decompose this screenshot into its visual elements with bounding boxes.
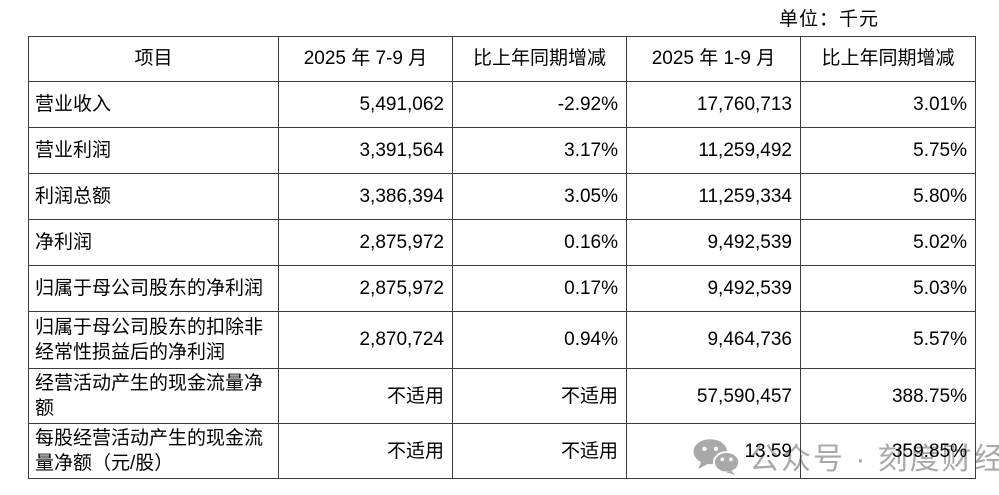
cell-q3-value: 2,870,724 xyxy=(278,311,453,369)
cell-q3-value: 2,875,972 xyxy=(278,219,453,266)
cell-ytd-value: 9,464,736 xyxy=(626,311,801,369)
cell-item: 净利润 xyxy=(28,219,279,266)
cell-q3-change: 3.05% xyxy=(452,173,627,220)
cell-q3-change: 不适用 xyxy=(452,423,627,480)
cell-item: 经营活动产生的现金流量净额 xyxy=(28,367,279,425)
cell-ytd-value: 9,492,539 xyxy=(626,219,801,266)
table-row: 营业收入 5,491,062 -2.92% 17,760,713 3.01% xyxy=(28,81,976,128)
cell-ytd-change: 388.75% xyxy=(800,367,976,425)
header-item: 项目 xyxy=(28,36,279,82)
cell-q3-change: 3.17% xyxy=(452,127,627,174)
cell-ytd-change: 5.57% xyxy=(800,311,976,369)
cell-ytd-change: 5.80% xyxy=(800,173,976,220)
financial-table: 项目 2025 年 7-9 月 比上年同期增减 2025 年 1-9 月 比上年… xyxy=(28,36,976,480)
cell-q3-value: 5,491,062 xyxy=(278,81,453,128)
header-ytd-change: 比上年同期增减 xyxy=(800,36,976,82)
cell-item: 每股经营活动产生的现金流量净额（元/股） xyxy=(28,423,279,480)
table-row: 经营活动产生的现金流量净额 不适用 不适用 57,590,457 388.75% xyxy=(28,367,976,425)
cell-q3-value: 不适用 xyxy=(278,423,453,480)
table-row: 利润总额 3,386,394 3.05% 11,259,334 5.80% xyxy=(28,173,976,220)
cell-ytd-value: 11,259,334 xyxy=(626,173,801,220)
table-row: 归属于母公司股东的净利润 2,875,972 0.17% 9,492,539 5… xyxy=(28,265,976,312)
table-header-row: 项目 2025 年 7-9 月 比上年同期增减 2025 年 1-9 月 比上年… xyxy=(28,36,976,82)
table-row: 每股经营活动产生的现金流量净额（元/股） 不适用 不适用 13.59 359.8… xyxy=(28,423,976,480)
cell-ytd-change: 359.85% xyxy=(800,423,976,480)
header-q3-period: 2025 年 7-9 月 xyxy=(278,36,453,82)
cell-q3-value: 3,391,564 xyxy=(278,127,453,174)
cell-ytd-value: 9,492,539 xyxy=(626,265,801,312)
cell-item: 归属于母公司股东的净利润 xyxy=(28,265,279,312)
cell-ytd-value: 11,259,492 xyxy=(626,127,801,174)
cell-q3-value: 3,386,394 xyxy=(278,173,453,220)
cell-ytd-value: 13.59 xyxy=(626,423,801,480)
cell-ytd-change: 5.02% xyxy=(800,219,976,266)
cell-q3-change: 0.16% xyxy=(452,219,627,266)
table-row: 营业利润 3,391,564 3.17% 11,259,492 5.75% xyxy=(28,127,976,174)
cell-ytd-change: 5.03% xyxy=(800,265,976,312)
cell-ytd-change: 3.01% xyxy=(800,81,976,128)
cell-item: 归属于母公司股东的扣除非经常性损益后的净利润 xyxy=(28,311,279,369)
cell-q3-change: 不适用 xyxy=(452,367,627,425)
cell-item: 利润总额 xyxy=(28,173,279,220)
table-row: 净利润 2,875,972 0.16% 9,492,539 5.02% xyxy=(28,219,976,266)
cell-item: 营业利润 xyxy=(28,127,279,174)
unit-label: 单位：千元 xyxy=(779,9,880,30)
cell-item: 营业收入 xyxy=(28,81,279,128)
cell-q3-value: 不适用 xyxy=(278,367,453,425)
cell-q3-change: 0.94% xyxy=(452,311,627,369)
cell-q3-change: 0.17% xyxy=(452,265,627,312)
table-row: 归属于母公司股东的扣除非经常性损益后的净利润 2,870,724 0.94% 9… xyxy=(28,311,976,369)
header-q3-change: 比上年同期增减 xyxy=(452,36,627,82)
header-ytd-period: 2025 年 1-9 月 xyxy=(626,36,801,82)
cell-ytd-value: 17,760,713 xyxy=(626,81,801,128)
cell-q3-change: -2.92% xyxy=(452,81,627,128)
cell-q3-value: 2,875,972 xyxy=(278,265,453,312)
cell-ytd-value: 57,590,457 xyxy=(626,367,801,425)
cell-ytd-change: 5.75% xyxy=(800,127,976,174)
